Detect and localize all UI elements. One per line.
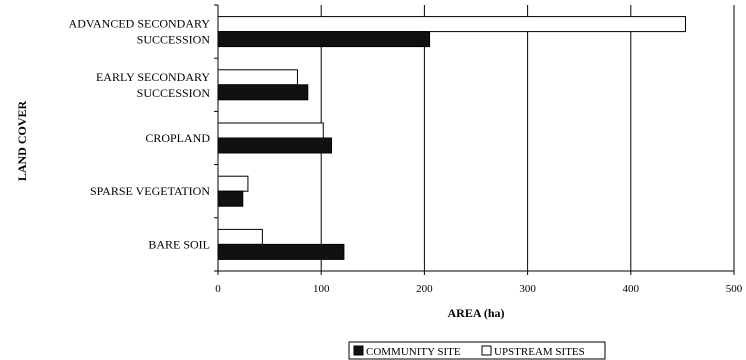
legend-swatch-community-site <box>353 345 364 356</box>
y-axis-title: LAND COVER <box>15 101 29 182</box>
bar-upstream-sites <box>217 16 686 33</box>
bar-community-site <box>217 190 244 207</box>
bar-upstream-sites <box>217 228 263 245</box>
grid-lines <box>320 5 735 271</box>
category-label: EARLY SECONDARY <box>96 70 210 84</box>
category-label: SPARSE VEGETATION <box>90 184 210 198</box>
x-tick-label: 500 <box>726 283 743 295</box>
axes <box>214 4 735 275</box>
legend-swatch-upstream-sites <box>481 345 492 356</box>
category-labels: ADVANCED SECONDARY SUCCESSION EARLY SECOND… <box>69 17 211 252</box>
bar-community-site <box>217 31 431 48</box>
category-label: CROPLAND <box>145 131 210 145</box>
legend-label-community-site: COMMUNITY SITE <box>366 346 461 358</box>
bar-upstream-sites <box>217 122 324 139</box>
x-tick-label: 0 <box>215 283 221 295</box>
x-tick-label: 100 <box>313 283 330 295</box>
bar-community-site <box>217 243 345 260</box>
x-axis-title: AREA (ha) <box>447 306 504 320</box>
bars <box>217 16 686 260</box>
x-tick-label: 200 <box>416 283 433 295</box>
x-tick-labels: 0 100 200 300 400 500 <box>215 283 743 295</box>
legend-label-upstream-sites: UPSTREAM SITES <box>494 346 585 358</box>
x-tick-label: 300 <box>519 283 536 295</box>
category-label: BARE SOIL <box>148 237 210 251</box>
category-label: ADVANCED SECONDARY <box>69 17 211 31</box>
legend: COMMUNITY SITE UPSTREAM SITES <box>348 341 606 360</box>
bar-upstream-sites <box>217 175 249 192</box>
category-label: SUCCESSION <box>137 33 211 47</box>
bar-community-site <box>217 137 333 154</box>
category-label: SUCCESSION <box>137 86 211 100</box>
bar-community-site <box>217 84 309 101</box>
bar-upstream-sites <box>217 69 298 86</box>
x-tick-label: 400 <box>623 283 640 295</box>
legend-frame <box>348 341 606 360</box>
